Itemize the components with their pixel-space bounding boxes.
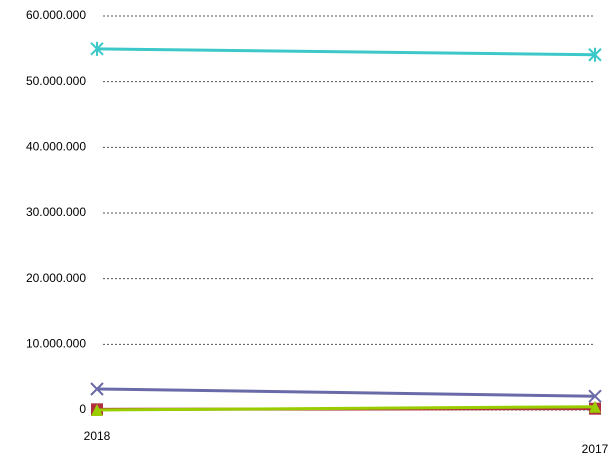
y-tick-label: 30.000.000 (26, 205, 86, 219)
y-tick-label: 20.000.000 (26, 271, 86, 285)
marker (588, 47, 602, 62)
marker (588, 389, 602, 403)
y-tick-label: 50.000.000 (26, 74, 86, 88)
marker (90, 382, 104, 396)
marker (90, 41, 104, 56)
series-line (96, 387, 596, 398)
series-line (96, 405, 596, 412)
x-tick-label: 2018 (84, 429, 111, 443)
y-tick-label: 60.000.000 (26, 8, 86, 22)
y-tick-label: 0 (79, 402, 86, 416)
y-tick-label: 10.000.000 (26, 337, 86, 351)
y-tick-label: 40.000.000 (26, 140, 86, 154)
marker (91, 404, 103, 416)
x-tick-label: 2017 (582, 442, 609, 456)
series-line (96, 47, 596, 57)
marker (589, 400, 601, 413)
